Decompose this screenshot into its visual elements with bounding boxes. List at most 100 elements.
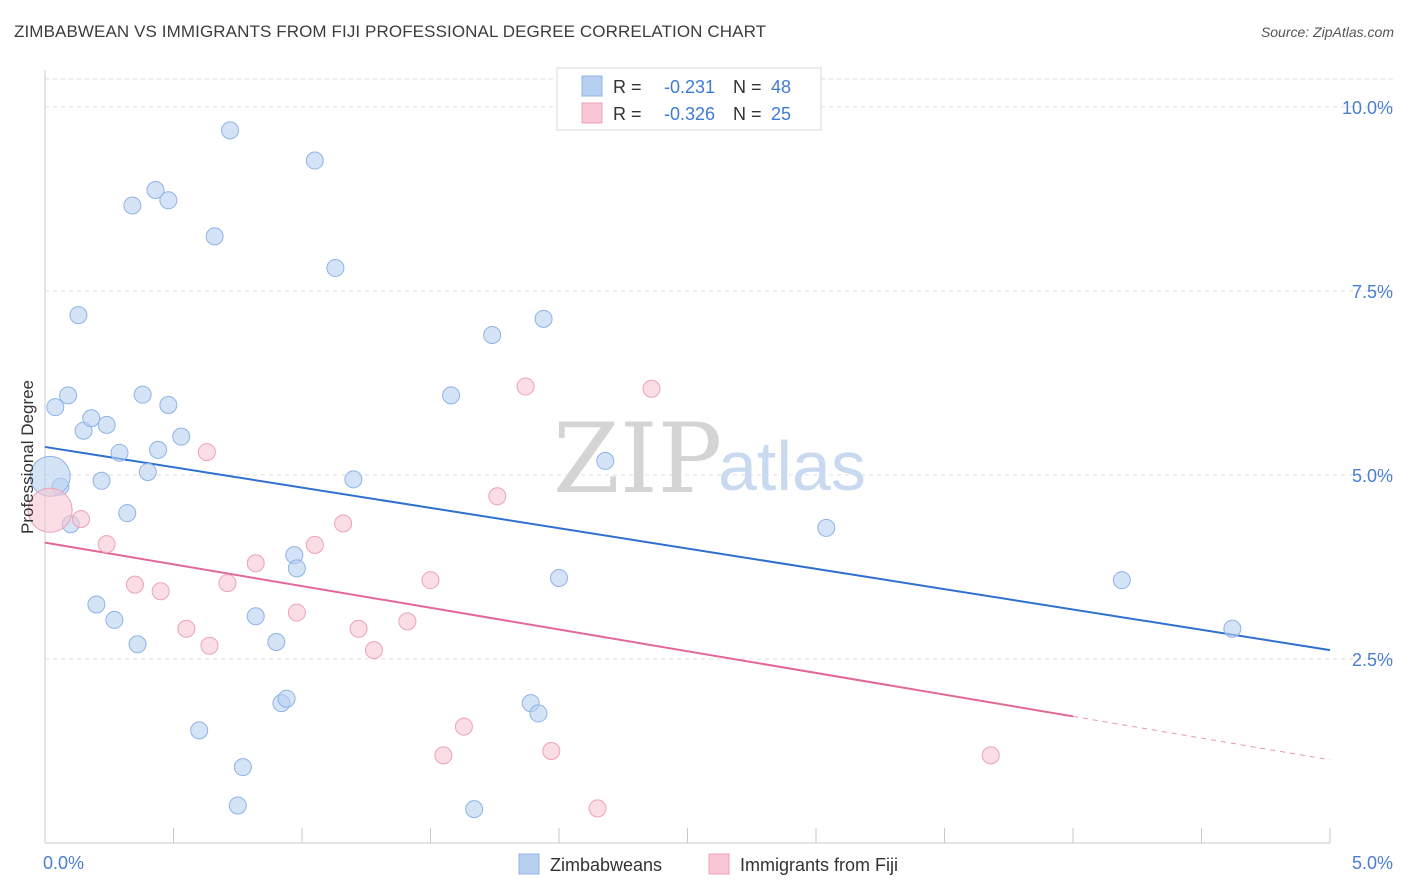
- fiji-point-5: [177, 619, 196, 638]
- x-tick-label-min: 0.0%: [43, 853, 84, 873]
- zim-point-11: [149, 440, 168, 459]
- fiji-point-0: [27, 487, 73, 533]
- fiji-point-14: [364, 641, 383, 660]
- zim-point-6: [110, 443, 129, 462]
- zim-point-15: [205, 227, 224, 246]
- trend-lines: [44, 445, 1331, 761]
- fiji-point-23: [642, 379, 661, 398]
- zim-point-22: [105, 610, 124, 629]
- zim-point-36: [442, 386, 461, 405]
- legend-bottom-swatch-blue: [518, 853, 540, 875]
- zim-point-25: [233, 758, 252, 777]
- zim-point-44: [817, 518, 836, 537]
- zim-point-16: [221, 121, 240, 140]
- legend-r-label-1: R =: [613, 77, 642, 97]
- zim-point-26: [228, 796, 247, 815]
- legend-bottom-swatch-pink: [708, 853, 730, 875]
- zim-point-5: [97, 415, 116, 434]
- fiji-point-10: [287, 603, 306, 622]
- y-tick-label-2: 7.5%: [1352, 282, 1393, 302]
- fiji-point-8: [218, 574, 237, 593]
- legend-n-value-2: 25: [771, 104, 791, 124]
- fiji-point-20: [516, 377, 535, 396]
- fiji-point-24: [981, 746, 1000, 765]
- zim-point-12: [159, 191, 178, 210]
- fiji-point-7: [200, 636, 219, 655]
- y-tick-label-1: 5.0%: [1352, 466, 1393, 486]
- zim-point-14: [172, 427, 191, 446]
- trend-line-fiji-extension: [1072, 715, 1331, 761]
- legend-n-label-1: N =: [733, 77, 762, 97]
- fiji-point-18: [454, 717, 473, 736]
- legend-top: R = -0.231 N = 48 R = -0.326 N = 25: [556, 67, 822, 131]
- zim-point-42: [550, 568, 568, 587]
- zim-point-37: [483, 326, 502, 345]
- source-credit: Source: ZipAtlas.com: [1260, 24, 1394, 40]
- zim-point-40: [529, 704, 548, 723]
- fiji-point-21: [542, 741, 561, 760]
- zim-point-30: [277, 689, 296, 708]
- zim-point-13: [159, 395, 178, 414]
- y-tick-labels: 2.5% 5.0% 7.5% 10.0%: [1342, 98, 1393, 670]
- legend-n-value-1: 48: [771, 77, 791, 97]
- legend-r-value-1: -0.231: [664, 77, 715, 97]
- watermark-atlas: atlas: [718, 427, 866, 505]
- series-zimbabweans: [29, 121, 1242, 819]
- fiji-point-17: [434, 746, 453, 765]
- trend-line-zimbabweans: [44, 445, 1331, 652]
- legend-n-label-2: N =: [733, 104, 762, 124]
- zim-point-9: [138, 462, 157, 481]
- series-fiji: [27, 377, 1000, 818]
- zim-point-21: [87, 595, 106, 614]
- zim-point-32: [287, 559, 306, 578]
- zim-point-23: [128, 635, 147, 654]
- zim-point-10: [146, 180, 165, 199]
- fiji-point-3: [125, 575, 144, 594]
- legend-swatch-pink: [581, 102, 603, 124]
- y-tick-label-3: 10.0%: [1342, 98, 1393, 118]
- zim-point-1: [59, 386, 78, 405]
- zim-point-46: [1223, 619, 1242, 638]
- x-tick-label-max: 5.0%: [1352, 853, 1393, 873]
- fiji-point-19: [488, 487, 507, 506]
- legend-bottom-label-fiji: Immigrants from Fiji: [740, 855, 898, 875]
- zim-point-43: [596, 451, 615, 470]
- zim-point-24: [190, 721, 209, 740]
- fiji-point-12: [334, 514, 353, 533]
- fiji-point-22: [588, 799, 607, 818]
- zim-point-38: [465, 800, 484, 819]
- legend-swatch-blue: [581, 75, 603, 97]
- legend-bottom-label-zimbabweans: Zimbabweans: [550, 855, 662, 875]
- zim-point-41: [534, 309, 553, 328]
- y-tick-label-0: 2.5%: [1352, 650, 1393, 670]
- grid-lines: [45, 78, 1393, 660]
- fiji-point-15: [398, 612, 417, 631]
- watermark-zip: ZIP: [553, 403, 722, 515]
- watermark: ZIP atlas: [553, 403, 866, 515]
- fiji-point-13: [349, 619, 368, 638]
- fiji-point-4: [151, 582, 170, 601]
- zim-point-2: [69, 306, 88, 325]
- fiji-point-11: [305, 535, 324, 554]
- zim-point-8: [133, 385, 152, 404]
- chart-title: ZIMBABWEAN VS IMMIGRANTS FROM FIJI PROFE…: [14, 22, 767, 41]
- fiji-point-9: [246, 554, 265, 573]
- zim-point-4: [82, 409, 101, 428]
- trend-line-fiji: [44, 541, 1074, 718]
- zim-point-35: [344, 470, 363, 489]
- zim-point-0: [46, 398, 65, 417]
- zim-point-33: [305, 151, 324, 170]
- legend-bottom: Zimbabweans Immigrants from Fiji: [518, 853, 898, 875]
- zim-point-27: [246, 607, 265, 626]
- fiji-point-1: [71, 510, 90, 529]
- zim-point-19: [92, 471, 111, 490]
- legend-r-label-2: R =: [613, 104, 642, 124]
- fiji-point-16: [421, 571, 440, 590]
- y-axis-label: Professional Degree: [18, 380, 37, 534]
- fiji-point-2: [97, 535, 116, 554]
- zim-point-7: [123, 196, 142, 215]
- zim-point-20: [118, 504, 137, 523]
- zim-point-28: [267, 633, 286, 652]
- fiji-point-6: [197, 443, 216, 462]
